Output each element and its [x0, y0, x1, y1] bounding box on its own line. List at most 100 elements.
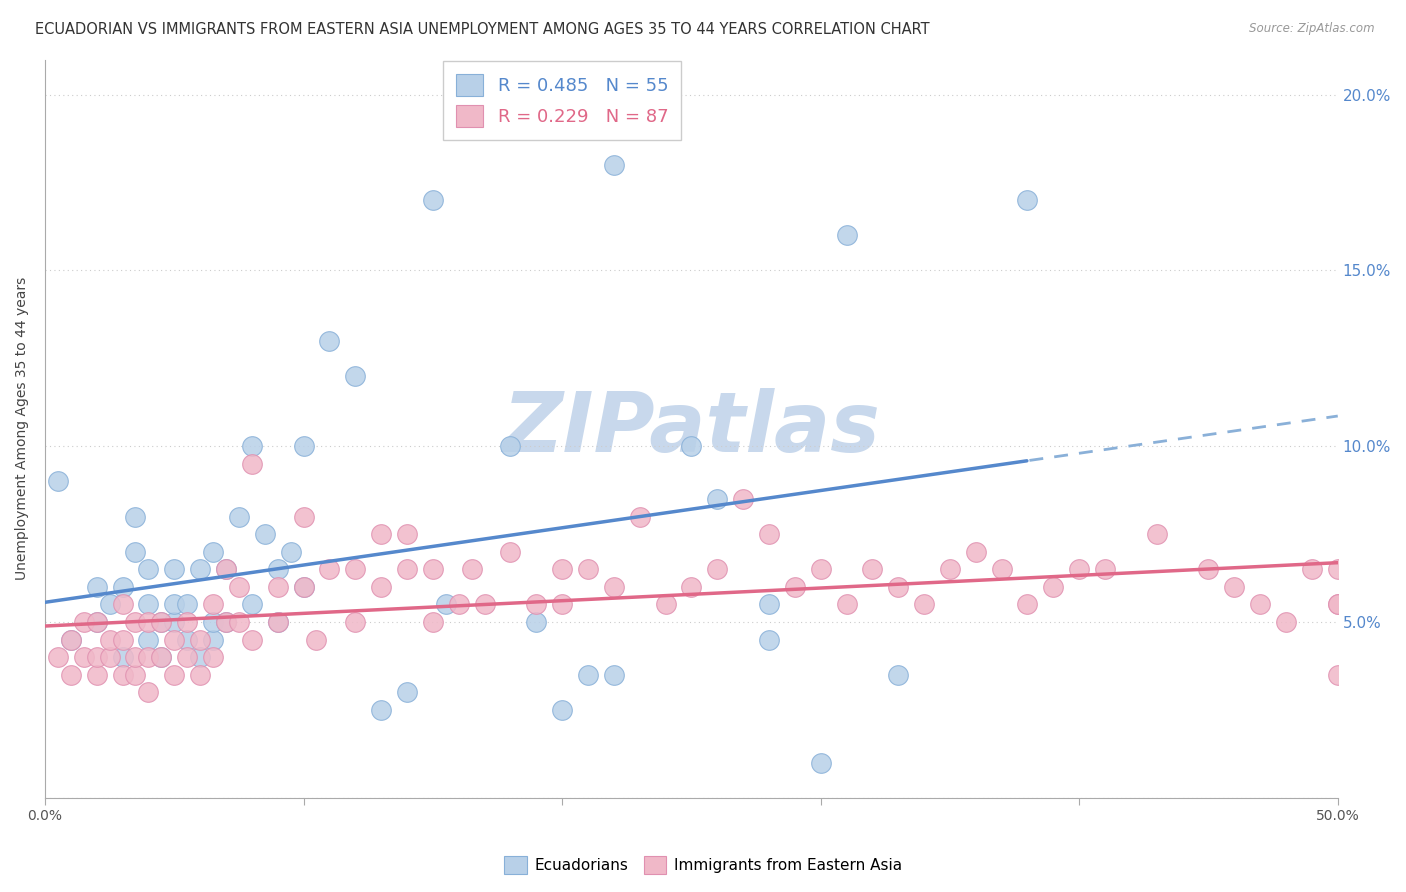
Point: [1017, 193, 1039, 207]
Point: [887, 667, 910, 681]
Text: ECUADORIAN VS IMMIGRANTS FROM EASTERN ASIA UNEMPLOYMENT AMONG AGES 35 TO 44 YEAR: ECUADORIAN VS IMMIGRANTS FROM EASTERN AS…: [35, 22, 929, 37]
Point: [344, 615, 367, 629]
Point: [163, 562, 186, 576]
Point: [603, 667, 626, 681]
Point: [124, 667, 146, 681]
Point: [202, 650, 225, 665]
Point: [202, 544, 225, 558]
Legend: R = 0.485   N = 55, R = 0.229   N = 87: R = 0.485 N = 55, R = 0.229 N = 87: [443, 62, 681, 140]
Point: [1326, 562, 1348, 576]
Point: [292, 580, 315, 594]
Point: [124, 509, 146, 524]
Point: [163, 632, 186, 647]
Point: [733, 491, 755, 506]
Point: [188, 667, 211, 681]
Point: [215, 562, 238, 576]
Point: [422, 615, 444, 629]
Point: [758, 527, 780, 541]
Point: [1198, 562, 1220, 576]
Point: [188, 562, 211, 576]
Point: [783, 580, 806, 594]
Point: [344, 368, 367, 383]
Point: [59, 632, 82, 647]
Point: [835, 598, 858, 612]
Point: [73, 650, 96, 665]
Point: [1249, 598, 1271, 612]
Point: [228, 580, 250, 594]
Point: [370, 527, 392, 541]
Point: [188, 650, 211, 665]
Point: [59, 632, 82, 647]
Point: [86, 615, 108, 629]
Point: [73, 615, 96, 629]
Point: [292, 439, 315, 453]
Point: [706, 562, 728, 576]
Point: [111, 632, 134, 647]
Point: [266, 615, 288, 629]
Point: [628, 509, 651, 524]
Point: [176, 650, 198, 665]
Point: [240, 598, 263, 612]
Point: [150, 615, 173, 629]
Point: [474, 598, 496, 612]
Point: [1223, 580, 1246, 594]
Point: [86, 615, 108, 629]
Point: [1017, 598, 1039, 612]
Point: [176, 632, 198, 647]
Point: [860, 562, 883, 576]
Point: [990, 562, 1012, 576]
Point: [138, 598, 160, 612]
Point: [86, 667, 108, 681]
Point: [46, 650, 69, 665]
Point: [228, 615, 250, 629]
Point: [215, 615, 238, 629]
Point: [499, 544, 522, 558]
Point: [912, 598, 935, 612]
Point: [292, 509, 315, 524]
Point: [524, 598, 547, 612]
Point: [138, 685, 160, 699]
Point: [551, 598, 574, 612]
Point: [654, 598, 676, 612]
Point: [266, 580, 288, 594]
Point: [1069, 562, 1091, 576]
Point: [150, 615, 173, 629]
Point: [98, 632, 121, 647]
Point: [681, 439, 703, 453]
Legend: Ecuadorians, Immigrants from Eastern Asia: Ecuadorians, Immigrants from Eastern Asi…: [498, 850, 908, 880]
Point: [240, 439, 263, 453]
Point: [124, 615, 146, 629]
Point: [887, 580, 910, 594]
Point: [163, 667, 186, 681]
Point: [202, 615, 225, 629]
Point: [1094, 562, 1116, 576]
Point: [202, 632, 225, 647]
Point: [240, 457, 263, 471]
Point: [124, 650, 146, 665]
Point: [163, 598, 186, 612]
Point: [150, 650, 173, 665]
Point: [1275, 615, 1298, 629]
Point: [253, 527, 276, 541]
Point: [939, 562, 962, 576]
Point: [292, 580, 315, 594]
Point: [706, 491, 728, 506]
Point: [499, 439, 522, 453]
Point: [835, 228, 858, 243]
Point: [111, 580, 134, 594]
Point: [422, 193, 444, 207]
Point: [305, 632, 328, 647]
Point: [86, 650, 108, 665]
Point: [460, 562, 482, 576]
Point: [1301, 562, 1323, 576]
Point: [280, 544, 302, 558]
Point: [228, 509, 250, 524]
Point: [215, 562, 238, 576]
Point: [758, 632, 780, 647]
Point: [138, 650, 160, 665]
Point: [395, 527, 418, 541]
Point: [395, 685, 418, 699]
Point: [111, 650, 134, 665]
Point: [150, 650, 173, 665]
Point: [138, 615, 160, 629]
